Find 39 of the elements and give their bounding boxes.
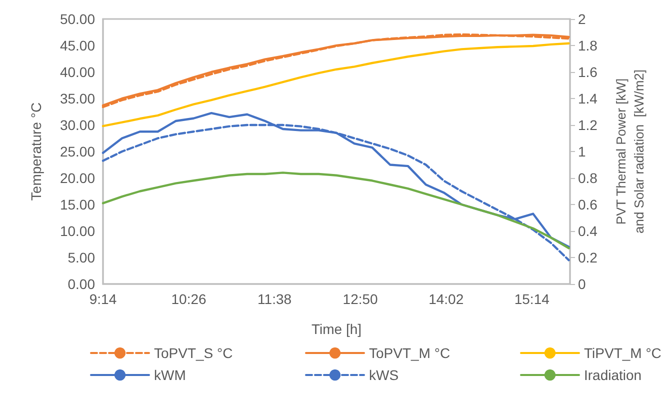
y2-tick-label: 0.4	[578, 223, 598, 239]
y2-tick-label: 0	[578, 276, 586, 292]
y-tick-label: 50.00	[60, 11, 96, 27]
y2-tick-label: 1.4	[578, 90, 598, 106]
x-tick-label: 11:38	[258, 291, 292, 307]
y-tick-label: 25.00	[60, 144, 96, 160]
y-tick-label: 45.00	[60, 38, 96, 54]
y2-tick-label: 1.6	[578, 64, 598, 80]
x-tick-label: 15:14	[514, 291, 550, 307]
legend-label: ToPVT_S °C	[154, 345, 233, 361]
y2-axis-title: PVT Thermal Power [kW] and Solar radiation [kW/m2]	[614, 69, 646, 234]
y-tick-label: 10.00	[60, 223, 96, 239]
legend-label: Iradiation	[584, 367, 642, 383]
y-tick-label: 35.00	[60, 90, 96, 106]
y2-tick-label: 0.6	[578, 196, 598, 212]
y-axis-title: Temperature °C	[28, 102, 44, 201]
x-tick-label: 10:26	[171, 291, 206, 307]
y-tick-label: 5.00	[68, 250, 96, 266]
x-tick-label: 14:02	[428, 291, 464, 307]
y2-tick-label: 1.2	[578, 117, 598, 133]
legend-label: TiPVT_M °C	[584, 345, 662, 361]
legend-label: ToPVT_M °C	[369, 345, 450, 361]
legend-label: kWS	[369, 367, 399, 383]
y-tick-label: 20.00	[60, 170, 96, 186]
line-series	[102, 42, 570, 128]
y2-tick-label: 1	[578, 144, 586, 160]
legend-label: kWM	[154, 367, 186, 383]
y-tick-label: 40.00	[60, 64, 96, 80]
y2-tick-label: 0.8	[578, 170, 598, 186]
line-series	[102, 172, 570, 250]
x-axis-title: Time [h]	[311, 321, 362, 337]
y-tick-label: 15.00	[60, 196, 96, 212]
y2-tick-label: 2	[578, 11, 586, 27]
y-tick-label: 0.00	[68, 276, 96, 292]
y-tick-label: 30.00	[60, 117, 96, 133]
x-tick-label: 9:14	[89, 291, 117, 307]
y2-tick-label: 1.8	[578, 38, 598, 54]
x-tick-label: 12:50	[342, 291, 378, 307]
y2-tick-label: 0.2	[578, 250, 598, 266]
